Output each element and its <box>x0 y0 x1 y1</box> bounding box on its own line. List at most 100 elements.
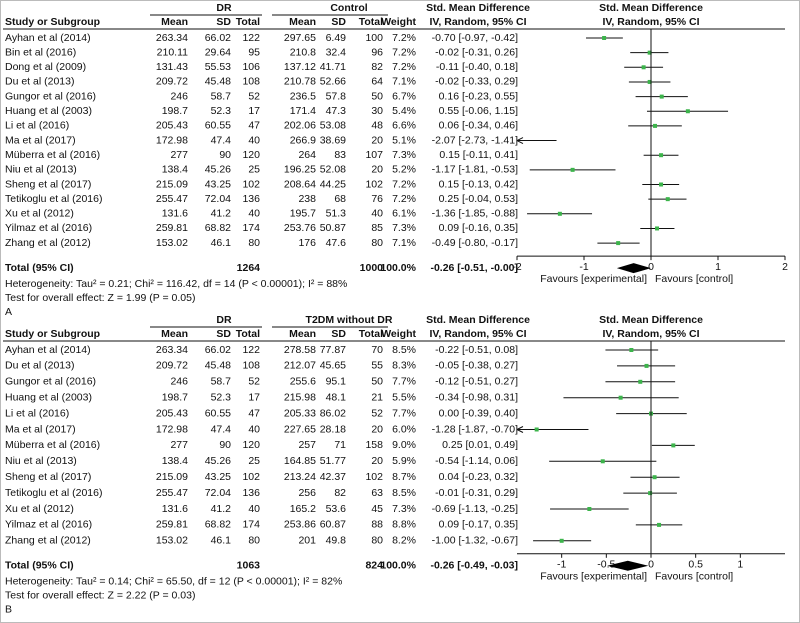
cell: 253.86 <box>284 519 316 531</box>
cell: 102 <box>365 178 383 190</box>
cell: 45 <box>371 503 383 515</box>
x-tick-label: -2 <box>512 261 521 273</box>
point-estimate <box>685 109 690 114</box>
cell: 7.7% <box>392 376 416 388</box>
cell: 66.02 <box>205 32 231 44</box>
ci-label: -1.00 [-1.32, -0.67] <box>432 535 518 547</box>
cell: 172.98 <box>156 134 188 146</box>
cell: 106 <box>242 61 260 73</box>
cell: 43.25 <box>205 178 231 190</box>
ci-label: -0.54 [-1.14, 0.06] <box>435 455 518 467</box>
study-name: Huang et al (2003) <box>5 105 92 117</box>
cell: 6.49 <box>326 32 347 44</box>
cell: 259.81 <box>156 222 188 234</box>
cell: 40 <box>248 423 260 435</box>
cell: 208.64 <box>284 178 316 190</box>
cell: 136 <box>242 193 260 205</box>
ci-label: 0.04 [-0.23, 0.32] <box>439 471 518 483</box>
cell: 55.53 <box>205 61 231 73</box>
cell: 41.2 <box>211 503 232 515</box>
cell: 257 <box>298 439 316 451</box>
cell: 7.2% <box>392 193 416 205</box>
total-cell: 824 <box>365 560 383 572</box>
cell: 246 <box>170 90 188 102</box>
column-header: SD <box>216 328 231 340</box>
cell: 7.2% <box>392 32 416 44</box>
column-header: Study or Subgroup <box>5 16 100 28</box>
cell: 90 <box>219 149 231 161</box>
cell: 7.1% <box>392 76 416 88</box>
cell: 215.09 <box>156 471 188 483</box>
study-name: Gungor et al (2016) <box>5 90 96 102</box>
cell: 266.9 <box>290 134 316 146</box>
cell: 32.4 <box>326 46 347 58</box>
cell: 40 <box>248 208 260 220</box>
ci-label: -0.70 [-0.97, -0.42] <box>432 32 518 44</box>
study-name: Müberra et al (2016) <box>5 149 100 161</box>
cell: 52 <box>248 376 260 388</box>
cell: 277 <box>170 149 188 161</box>
cell: 131.43 <box>156 61 188 73</box>
cell: 50.87 <box>320 222 346 234</box>
cell: 64 <box>371 76 383 88</box>
cell: 205.43 <box>156 407 188 419</box>
cell: 71 <box>334 439 346 451</box>
point-estimate <box>570 167 575 172</box>
ci-label: -1.36 [-1.85, -0.88] <box>432 208 518 220</box>
ci-label: -0.02 [-0.33, 0.29] <box>435 76 518 88</box>
cell: 102 <box>242 471 260 483</box>
cell: 28.18 <box>320 423 346 435</box>
total-ci-label: -0.26 [-0.51, -0.00] <box>430 262 518 274</box>
cell: 76 <box>371 193 383 205</box>
point-estimate <box>653 123 658 128</box>
cell: 86.02 <box>320 407 346 419</box>
cell: 158 <box>365 439 383 451</box>
study-name: Li et al (2016) <box>5 407 69 419</box>
point-estimate <box>659 182 664 187</box>
cell: 7.2% <box>392 46 416 58</box>
cell: 8.2% <box>392 535 416 547</box>
ci-label: -0.69 [-1.13, -0.25] <box>432 503 518 515</box>
cell: 102 <box>242 178 260 190</box>
cell: 201 <box>298 535 316 547</box>
cell: 210.8 <box>290 46 316 58</box>
cell: 53.6 <box>326 503 347 515</box>
cell: 120 <box>242 439 260 451</box>
group-header: Control <box>330 2 367 14</box>
cell: 90 <box>219 439 231 451</box>
summary-diamond <box>616 263 651 274</box>
total-ci-label: -0.26 [-0.49, -0.03] <box>430 560 518 572</box>
cell: 256 <box>298 487 316 499</box>
point-estimate <box>657 522 662 527</box>
cell: 95.1 <box>326 376 347 388</box>
point-estimate <box>659 94 664 99</box>
study-name: Huang et al (2003) <box>5 391 92 403</box>
study-name: Niu et al (2013) <box>5 164 77 176</box>
cell: 47 <box>248 120 260 132</box>
cell: 195.7 <box>290 208 316 220</box>
cell: 255.47 <box>156 487 188 499</box>
cell: 20 <box>371 164 383 176</box>
ci-arrow <box>516 137 524 144</box>
cell: 58.7 <box>211 90 232 102</box>
cell: 205.33 <box>284 407 316 419</box>
ci-label: -0.12 [-0.51, 0.27] <box>435 376 518 388</box>
cell: 6.0% <box>392 423 416 435</box>
cell: 138.4 <box>162 455 188 467</box>
cell: 153.02 <box>156 237 188 249</box>
cell: 25 <box>248 455 260 467</box>
cell: 47 <box>248 407 260 419</box>
cell: 172.98 <box>156 423 188 435</box>
cell: 47.6 <box>326 237 347 249</box>
cell: 264 <box>298 149 316 161</box>
cell: 246 <box>170 376 188 388</box>
total-cell: 1063 <box>237 560 261 572</box>
heterogeneity: Heterogeneity: Tau² = 0.14; Chi² = 65.50… <box>5 576 342 588</box>
cell: 176 <box>298 237 316 249</box>
cell: 196.25 <box>284 164 316 176</box>
cell: 210.78 <box>284 76 316 88</box>
point-estimate <box>587 507 592 511</box>
cell: 25 <box>248 164 260 176</box>
column-header: Total <box>236 328 260 340</box>
cell: 17 <box>248 391 260 403</box>
